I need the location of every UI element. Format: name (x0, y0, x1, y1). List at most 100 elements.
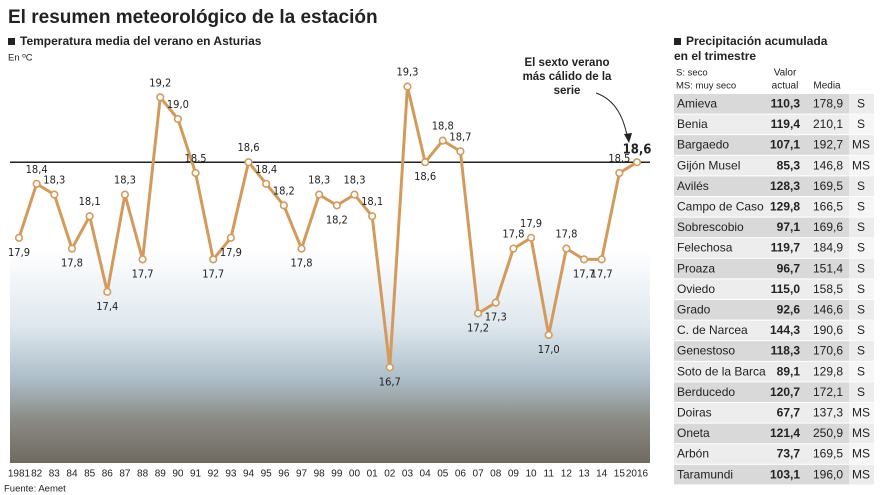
value-label: 19,2 (149, 76, 171, 89)
mean-value: 146,8 (813, 158, 843, 172)
table-col-bg (849, 361, 874, 382)
point-marker (103, 287, 112, 296)
value-label: 17,7 (573, 267, 595, 280)
table-row-bg (674, 155, 874, 176)
dryness-class: S (857, 344, 865, 358)
table-col-bg (849, 176, 874, 196)
current-value: 107,1 (770, 138, 800, 152)
point-marker (403, 82, 412, 91)
value-label: 18,5 (185, 152, 207, 165)
table-row-bg (674, 320, 874, 341)
x-tick-label: 82 (31, 469, 43, 480)
current-value: 120,7 (770, 385, 800, 399)
dryness-class: S (857, 364, 865, 378)
mean-value: 169,5 (813, 447, 843, 461)
station-name: Bargaedo (677, 138, 729, 152)
current-value: 96,7 (777, 261, 801, 275)
table-row-bg (674, 258, 874, 279)
station-name: Proaza (677, 261, 715, 275)
value-label: 17,7 (591, 267, 613, 280)
table-row-bg (674, 444, 874, 464)
table-col-bg (849, 464, 874, 485)
table-row-bg (674, 176, 874, 196)
dryness-class: S (857, 323, 865, 337)
point-marker (579, 255, 589, 264)
x-tick-label: 99 (331, 469, 343, 480)
point-marker (120, 190, 130, 199)
value-label: 16,7 (379, 375, 401, 388)
table-col-bg (849, 444, 874, 464)
station-name: Gijón Musel (677, 158, 740, 172)
x-tick-label: 12 (561, 469, 573, 480)
current-value: 128,3 (770, 179, 800, 193)
current-value: 121,4 (770, 426, 800, 440)
point-marker (50, 190, 59, 199)
dryness-class: S (857, 179, 865, 193)
x-tick-label: 97 (296, 469, 308, 480)
point-marker (597, 255, 606, 264)
station-name: C. de Narcea (677, 323, 748, 337)
x-tick-label: 15 (614, 469, 626, 480)
x-tick-label: 92 (208, 469, 220, 480)
x-tick-label: 13 (578, 469, 590, 480)
point-marker (138, 255, 147, 264)
chart-title: Temperatura media del verano en Asturias (20, 34, 262, 48)
station-name: Genestoso (677, 344, 735, 358)
point-marker (632, 158, 642, 167)
table-col-bg (849, 341, 874, 361)
current-value: 129,8 (770, 199, 800, 213)
x-tick-label: 07 (473, 469, 485, 480)
point-marker (191, 168, 200, 178)
annotation-arrow (595, 92, 629, 141)
station-name: Campo de Caso (677, 199, 764, 213)
mean-value: 169,6 (813, 220, 843, 234)
dryness-class: MS (852, 426, 870, 440)
table-legend: MS: muy seco (676, 81, 736, 92)
table-row-bg (674, 382, 874, 402)
value-label: 17,4 (96, 300, 118, 313)
mean-value: 192,7 (813, 138, 843, 152)
mean-value: 196,0 (813, 467, 843, 481)
x-tick-label: 05 (437, 469, 449, 480)
current-value: 115,0 (771, 282, 801, 296)
table-col-bg (849, 320, 874, 341)
point-marker (297, 244, 306, 253)
table-row-bg (674, 135, 874, 155)
annotation: serie (554, 85, 581, 97)
station-name: Oviedo (677, 282, 715, 296)
mean-value: 184,9 (813, 241, 843, 255)
station-name: Sobrescobio (677, 220, 744, 234)
table-row-bg (674, 341, 874, 361)
x-tick-label: 09 (508, 469, 520, 480)
station-name: Taramundi (677, 467, 733, 481)
current-value: 67,7 (777, 405, 801, 419)
point-marker (332, 201, 341, 210)
table-row-bg (674, 217, 874, 238)
value-label: 18,5 (608, 152, 630, 165)
x-tick-label: 2016 (626, 469, 649, 480)
value-label: 17,9 (520, 217, 542, 230)
point-marker (315, 190, 324, 199)
value-label: 19,3 (396, 66, 418, 79)
dryness-class: S (857, 241, 865, 255)
value-label: 18,2 (273, 184, 295, 197)
table-title: en el trimestre (674, 49, 756, 63)
mean-value: 166,5 (813, 199, 843, 213)
x-tick-label: 1981 (8, 469, 31, 480)
bullet (674, 38, 681, 45)
mean-value: 169,5 (813, 179, 843, 193)
point-marker (491, 298, 500, 307)
current-value: 119,4 (771, 117, 801, 131)
value-label: 17,2 (467, 321, 489, 334)
point-marker (385, 363, 394, 372)
value-label: 18,1 (361, 195, 383, 208)
value-label: 18,7 (449, 130, 471, 143)
arrow-head (624, 133, 632, 143)
value-label: 17,9 (8, 246, 30, 259)
value-label: 18,4 (255, 163, 277, 176)
x-tick-label: 96 (278, 469, 290, 480)
x-tick-label: 86 (102, 469, 114, 480)
current-value: 118,3 (771, 344, 801, 358)
table-col-bg (849, 403, 874, 423)
table-col-bg (849, 238, 874, 258)
